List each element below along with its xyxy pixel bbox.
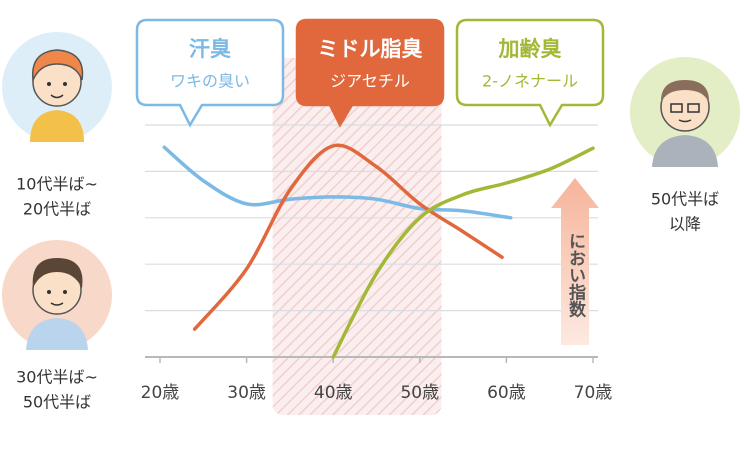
legend-note: ジアセチル [330,72,410,91]
series-line [162,145,513,220]
legend-label: ミドル脂臭 [318,37,423,61]
person-label: 10代半ば~ [16,175,98,194]
callout-box [295,18,445,128]
y-axis-label: におい指数 [565,233,586,319]
background [272,58,442,415]
series-line [192,143,504,331]
arrow-shape [551,178,599,345]
y-axis-arrow: におい指数 [551,178,599,345]
person-label: 30代半ば~ [16,368,98,387]
x-tick-label: 60歳 [487,383,526,403]
x-tick-label: 70歳 [574,383,613,403]
x-tick-label: 30歳 [227,383,266,403]
series-line [331,146,595,359]
person-label: 以降 [669,215,701,234]
avatar-middle [2,240,112,350]
grid: 20歳 30歳 40歳 50歳 60歳 70歳 [141,124,613,403]
person-label: 20代半ば [23,200,91,219]
x-tick-label: 40歳 [314,383,353,403]
legend-note: 2-ノネナール [482,72,578,91]
avatar-young [2,32,112,142]
legend-label: 加齢臭 [498,37,562,61]
highlight-band [272,58,442,415]
callout-box [455,18,605,128]
x-tick-label: 20歳 [141,383,180,403]
legend-note: ワキの臭い [170,72,250,91]
person-label: 50代半ば [23,393,91,412]
lines [162,143,595,359]
person-label: 50代半ば [651,190,719,209]
avatar-senior [630,57,740,167]
legend-label: 汗臭 [189,37,231,61]
x-tick-label: 50歳 [400,383,439,403]
callout: 加齢臭 2-ノネナール [455,18,605,128]
callout-box [135,18,285,128]
